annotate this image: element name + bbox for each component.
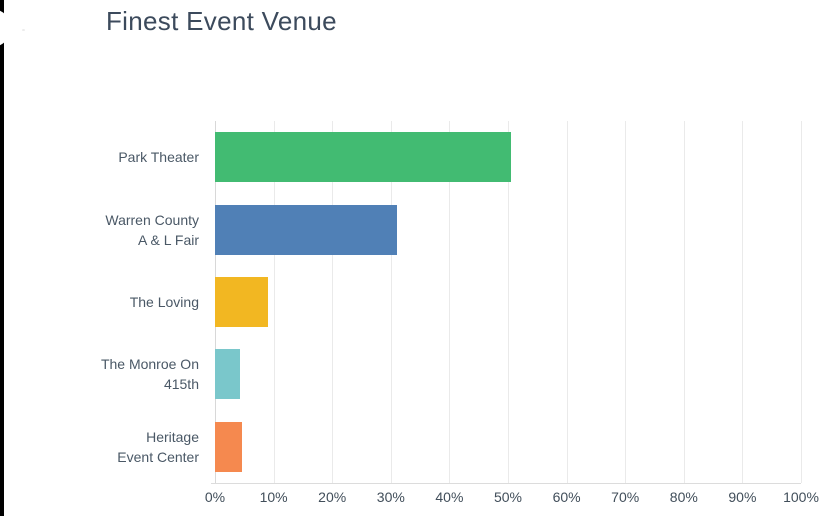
- x-tick-label: 50%: [493, 489, 523, 505]
- x-tick-label: 40%: [435, 489, 464, 505]
- x-tick-label: 80%: [669, 489, 698, 505]
- category-label: The Loving: [0, 266, 199, 338]
- bar-park-theater[interactable]: [215, 132, 511, 183]
- category-label: The Monroe On 415th: [0, 338, 199, 410]
- x-tick-label: 90%: [728, 489, 757, 505]
- gridline: [390, 121, 392, 483]
- table-row: [215, 338, 801, 410]
- bar-the-loving[interactable]: [215, 277, 268, 328]
- bar-warren-county-a-l-fair[interactable]: [215, 204, 398, 255]
- x-tick-label: 0%: [204, 489, 226, 505]
- gridline: [449, 121, 451, 483]
- chart-title: Finest Event Venue: [106, 6, 337, 36]
- category-label: Heritage Event Center: [0, 411, 199, 483]
- category-axis: Park Theater Warren County A & L Fair The L…: [0, 121, 199, 483]
- gridline: [683, 121, 685, 483]
- x-tick-label: 30%: [376, 489, 405, 505]
- category-label-line: Event Center: [117, 448, 199, 465]
- plot-area: [211, 121, 802, 484]
- bar-the-monroe-on-415th[interactable]: [215, 349, 241, 400]
- x-tick-label: 100%: [783, 489, 819, 505]
- category-label-line: The Loving: [129, 294, 199, 311]
- table-row: [215, 193, 801, 265]
- table-row: [215, 266, 801, 338]
- gridline: [332, 121, 334, 483]
- category-label: Park Theater: [0, 121, 199, 193]
- x-tick-label: 60%: [552, 489, 581, 505]
- x-tick-label: 10%: [259, 489, 288, 505]
- gridline: [625, 121, 627, 483]
- category-label-line: Heritage: [146, 428, 199, 445]
- gridline: [801, 121, 802, 483]
- gridline: [273, 121, 275, 483]
- category-label-line: A & L Fair: [138, 231, 199, 248]
- artifact-dot: [22, 29, 25, 31]
- category-label-line: 415th: [163, 376, 199, 393]
- left-edge-strip: [0, 0, 4, 516]
- category-label: Warren County A & L Fair: [0, 193, 199, 265]
- gridline: [742, 121, 744, 483]
- x-axis-labels: 0% 10% 20% 30% 40% 50% 60% 70% 80% 90% 100%: [205, 489, 819, 509]
- bar-heritage-event-center[interactable]: [215, 421, 242, 472]
- left-edge-notch: [0, 9, 11, 47]
- table-row: [215, 121, 801, 193]
- gridline: [566, 121, 568, 483]
- x-tick-label: 20%: [318, 489, 347, 505]
- category-label-line: Warren County: [105, 211, 199, 228]
- x-axis-line: [211, 483, 801, 484]
- bar-rows: [215, 121, 801, 483]
- table-row: [215, 411, 801, 483]
- x-tick-label: 70%: [611, 489, 640, 505]
- category-label-line: The Monroe On: [100, 356, 199, 373]
- gridline: [508, 121, 509, 483]
- category-label-line: Park Theater: [118, 149, 199, 166]
